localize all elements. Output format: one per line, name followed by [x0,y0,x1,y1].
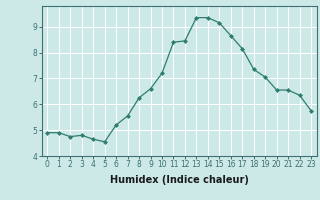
X-axis label: Humidex (Indice chaleur): Humidex (Indice chaleur) [110,175,249,185]
